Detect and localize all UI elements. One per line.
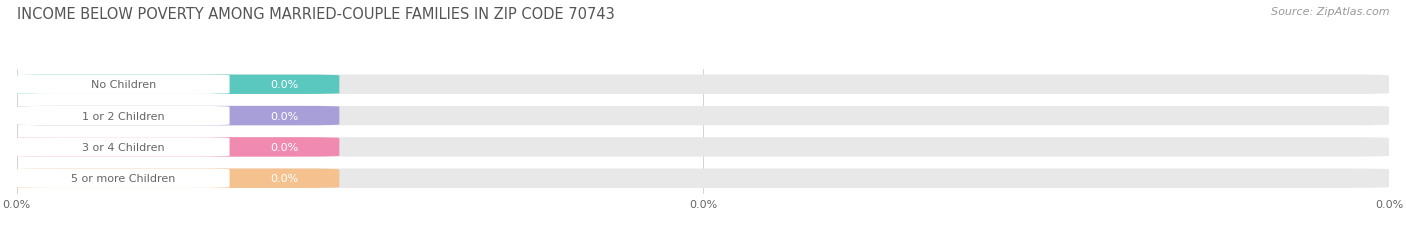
FancyBboxPatch shape <box>17 75 1389 94</box>
Text: 0.0%: 0.0% <box>270 80 298 90</box>
FancyBboxPatch shape <box>17 106 1389 126</box>
FancyBboxPatch shape <box>17 138 339 157</box>
Text: 0.0%: 0.0% <box>270 142 298 152</box>
FancyBboxPatch shape <box>17 106 339 126</box>
Text: 0.0%: 0.0% <box>270 111 298 121</box>
Text: Source: ZipAtlas.com: Source: ZipAtlas.com <box>1271 7 1389 17</box>
FancyBboxPatch shape <box>17 169 1389 188</box>
FancyBboxPatch shape <box>17 75 229 94</box>
Text: 5 or more Children: 5 or more Children <box>72 173 176 183</box>
Text: 3 or 4 Children: 3 or 4 Children <box>82 142 165 152</box>
FancyBboxPatch shape <box>17 169 339 188</box>
Text: 1 or 2 Children: 1 or 2 Children <box>82 111 165 121</box>
Text: 0.0%: 0.0% <box>270 173 298 183</box>
FancyBboxPatch shape <box>17 106 229 126</box>
FancyBboxPatch shape <box>17 138 229 157</box>
FancyBboxPatch shape <box>17 75 339 94</box>
Text: INCOME BELOW POVERTY AMONG MARRIED-COUPLE FAMILIES IN ZIP CODE 70743: INCOME BELOW POVERTY AMONG MARRIED-COUPL… <box>17 7 614 22</box>
FancyBboxPatch shape <box>17 138 1389 157</box>
Text: No Children: No Children <box>90 80 156 90</box>
FancyBboxPatch shape <box>17 169 229 188</box>
